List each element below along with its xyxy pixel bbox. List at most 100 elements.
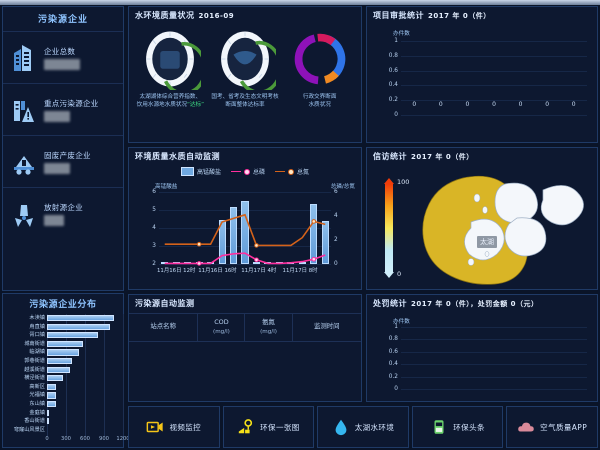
- auto-monitor-legend: 高锰酸盐 总磷 总氮: [129, 167, 361, 176]
- distribution-row-label: 高新区: [29, 383, 45, 390]
- map-region-far-east[interactable]: [540, 185, 584, 226]
- penalty-title: 处罚统计 2017 年 0（件），处罚金额 0（元）: [373, 299, 539, 308]
- region-map-svg[interactable]: [367, 162, 599, 290]
- ytick: 0.6: [388, 348, 398, 355]
- column-header-ammonia-nitrogen[interactable]: 氨氮 (mg/l): [244, 313, 293, 342]
- sidebar-item-key-pollution-enterprises[interactable]: 重点污染源企业: [3, 83, 123, 135]
- distribution-row[interactable]: 胥口镇: [3, 331, 125, 340]
- distribution-row-label: 东山镇: [29, 400, 45, 407]
- distribution-row[interactable]: 高新区: [3, 383, 125, 392]
- gauge-card-taihu[interactable]: 太湖湖体综合营养指数、 饮用水源地水质状况“达标”: [134, 27, 206, 110]
- gauge-card-assessment[interactable]: 国考、省考及生态文明考核 断面整体达标率: [209, 27, 281, 110]
- map-region-east[interactable]: [504, 217, 547, 257]
- approval-axis-label: 办件数: [393, 31, 410, 37]
- sidebar-item-solid-waste-enterprises[interactable]: 固废产废企业: [3, 135, 123, 187]
- column-header-station[interactable]: 站点名称: [129, 313, 199, 342]
- distribution-bar[interactable]: [47, 375, 64, 382]
- ytick: 0.6: [388, 67, 398, 74]
- nav-item-air-quality-app[interactable]: 空气质量APP: [506, 406, 598, 448]
- map-region-north[interactable]: [494, 182, 538, 224]
- sidebar-item-total-enterprises[interactable]: 企业总数: [3, 31, 123, 83]
- ytick: 0.4: [388, 361, 398, 368]
- penalty-axis-label: 办件数: [393, 319, 410, 325]
- distribution-bars: 木渎镇 甪直镇 胥口镇 城南街道 临湖镇 郭巷街道 越溪街道 横泾街道 高新区 光福镇 东山镇金庭镇…: [3, 314, 125, 434]
- xtick-label: 11月17日 8时: [282, 268, 318, 274]
- distribution-bar[interactable]: [47, 332, 98, 339]
- monitor-bar[interactable]: [218, 219, 226, 264]
- legend-dot-tn: [288, 168, 294, 175]
- distribution-bar[interactable]: [47, 392, 56, 399]
- monitor-bar[interactable]: [252, 262, 260, 264]
- penalty-statistics-panel: 处罚统计 2017 年 0（件），处罚金额 0（元） 办件数 0 0.2 0.4 0.6…: [366, 294, 598, 402]
- distribution-bar-track: [47, 331, 123, 340]
- nav-item-env-headlines[interactable]: 环保头条: [411, 406, 504, 448]
- distribution-row-label: 香山街道: [24, 418, 45, 425]
- monitor-bar[interactable]: [241, 201, 249, 264]
- distribution-bar[interactable]: [47, 366, 71, 373]
- gauge-caption-2: 国考、省考及生态文明考核 断面整体达标率: [211, 94, 279, 109]
- distribution-bar[interactable]: [47, 400, 56, 408]
- building-icon: [11, 43, 37, 73]
- distribution-bar[interactable]: [47, 357, 73, 365]
- ytick: 1: [394, 38, 398, 44]
- distribution-row[interactable]: 光福镇: [3, 391, 125, 400]
- map-area[interactable]: 100 0 太湖: [367, 162, 599, 290]
- water-environment-quality-panel: 水环境质量状况 2016-09: [128, 6, 362, 143]
- donut-icon-3: [284, 27, 356, 91]
- ytick-left: 6: [152, 189, 156, 195]
- nav-item-video-monitoring[interactable]: 视频监控: [128, 406, 220, 448]
- monitor-bar[interactable]: [321, 220, 329, 264]
- sidebar-item-label: 放射源企业: [44, 202, 83, 212]
- auto-monitor-xticks: 11月16日 12时 11月16日 16时 11月17日 4时 11月17日 8时: [157, 266, 331, 278]
- legend-item-permanganate[interactable]: 高锰酸盐: [180, 167, 221, 176]
- distribution-bar-track: [47, 340, 123, 349]
- monitor-bar[interactable]: [298, 262, 306, 264]
- legend-swatch-bar: [180, 167, 194, 176]
- distribution-bar[interactable]: [47, 315, 115, 322]
- monitor-bar[interactable]: [229, 207, 238, 264]
- column-header-monitor-time[interactable]: 监测时间: [292, 313, 361, 342]
- monitor-bar[interactable]: [310, 203, 318, 264]
- sidebar-item-value-masked: [44, 110, 70, 122]
- distribution-row[interactable]: 横泾街道: [3, 374, 125, 383]
- distribution-bar[interactable]: [47, 418, 49, 425]
- axis-label-right: 总磷/总氮: [330, 184, 355, 190]
- distribution-row[interactable]: 金庭镇: [3, 409, 125, 418]
- distribution-row[interactable]: 城南街道: [3, 340, 125, 349]
- distribution-bar[interactable]: [47, 383, 56, 390]
- legend-item-total-nitrogen[interactable]: 总氮: [275, 167, 309, 176]
- distribution-bar[interactable]: [47, 409, 49, 416]
- distribution-row[interactable]: 东山镇: [3, 400, 125, 409]
- pollution-auto-monitoring-panel: 污染源自动监测 站点名称 COD (mg/l) 氨氮 (mg/l) 监测时间: [128, 294, 362, 402]
- legend-item-total-phosphorus[interactable]: 总磷: [230, 167, 265, 176]
- gridline: [401, 389, 587, 390]
- distribution-row[interactable]: 郭巷街道: [3, 357, 125, 366]
- sidebar-item-radiation-enterprises[interactable]: 放射源企业: [3, 187, 123, 239]
- nav-label: 环保一张图: [260, 422, 300, 432]
- gridline: [159, 264, 331, 265]
- gauge-caption-1: 太湖湖体综合营养指数、 饮用水源地水质状况“达标”: [136, 94, 204, 109]
- distribution-row[interactable]: 越溪街道: [3, 366, 125, 375]
- legend-dash-tn: [275, 170, 285, 173]
- gridline: [401, 85, 587, 87]
- distribution-row[interactable]: 香山街道: [3, 417, 125, 426]
- legend-dot-tp: [243, 168, 250, 175]
- distribution-row[interactable]: 穹窿山风景区: [3, 426, 125, 435]
- nav-item-taihu-water[interactable]: 太湖水环境: [317, 406, 409, 448]
- nav-item-env-map[interactable]: 环保一张图: [222, 406, 315, 448]
- distribution-bar[interactable]: [47, 323, 110, 330]
- distribution-bar[interactable]: [47, 349, 80, 356]
- ytick-left: 2: [152, 261, 156, 267]
- distribution-row[interactable]: 甪直镇: [3, 323, 125, 332]
- gridline: [401, 115, 587, 116]
- ytick: 0.2: [388, 97, 398, 104]
- distribution-row[interactable]: 木渎镇: [3, 314, 125, 323]
- distribution-bar[interactable]: [47, 340, 84, 347]
- column-header-cod[interactable]: COD (mg/l): [197, 313, 246, 342]
- video-camera-icon: [146, 418, 164, 436]
- pollution-source-enterprise-panel: 污染源企业 企业总数: [2, 6, 124, 291]
- nav-label: 视频监控: [169, 422, 202, 432]
- distribution-row[interactable]: 临湖镇: [3, 348, 125, 357]
- gauge-card-boundary[interactable]: 行政交界断面 水质状况: [284, 27, 356, 110]
